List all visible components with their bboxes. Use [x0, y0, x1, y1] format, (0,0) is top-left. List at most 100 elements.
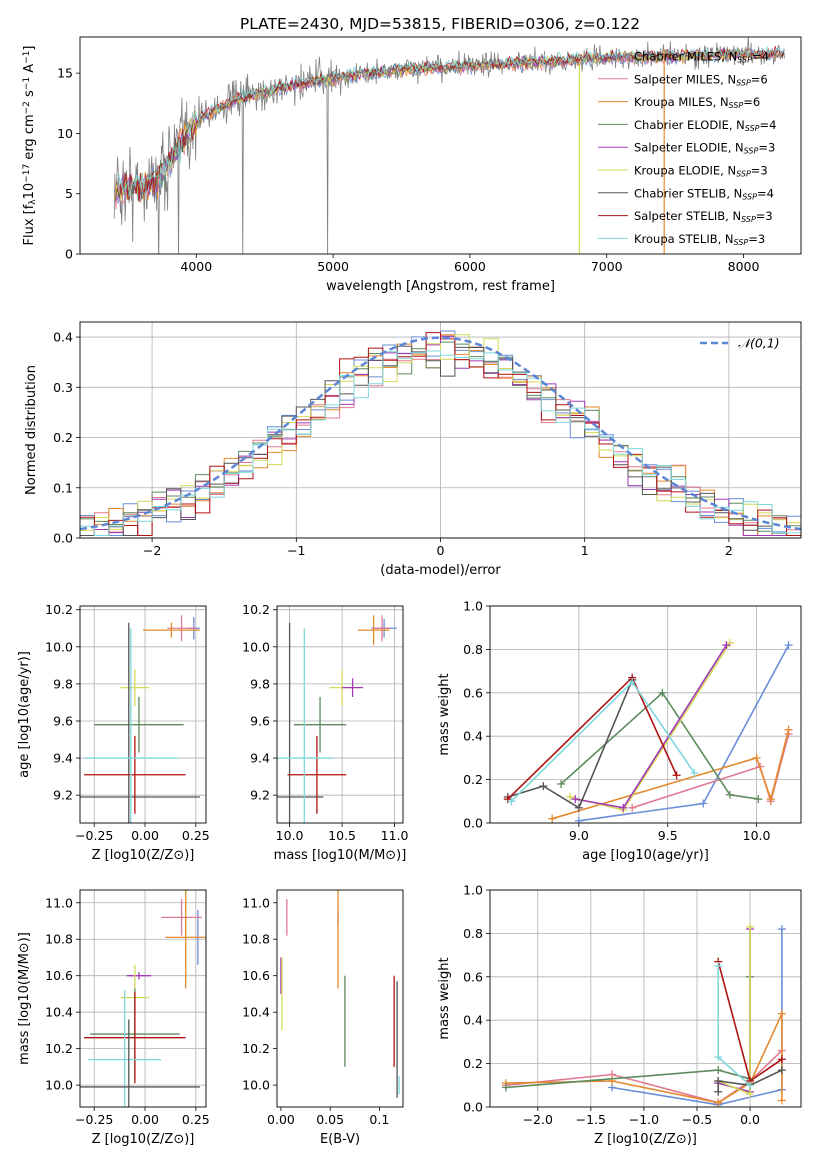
- series-point: [565, 792, 574, 801]
- axes-frame: [79, 321, 802, 539]
- series-point: [619, 803, 628, 812]
- x-tick-label: 0.00: [131, 1112, 159, 1127]
- y-axis-label: Flux [fλ10−17 erg cm−2 s−1 A−1]: [22, 46, 38, 246]
- y-tick-label: 0.8: [463, 642, 483, 657]
- series-line: [505, 1013, 783, 1104]
- x-axis-label: Z [log10(Z/Z⊙)]: [92, 1132, 195, 1147]
- errorbar-point: [373, 615, 391, 642]
- x-axis-label: age [log10(age/yr)]: [582, 848, 709, 863]
- y-tick-label: 10.0: [45, 639, 73, 654]
- ebv-panel: 0.00 0.05 0.1 10.0 10.2 10.4 10.6 10.8 11.0 E(B-V…: [242, 889, 404, 1147]
- series-line: [560, 691, 759, 800]
- histogram-kroupa-stelib: [80, 350, 801, 536]
- series-point: [725, 790, 734, 799]
- series-point: [777, 925, 786, 934]
- series-point: [777, 1009, 786, 1018]
- errorbar-point: [357, 615, 390, 645]
- y-axis-label: Normed distribution: [24, 365, 39, 495]
- y-axis-label: mass [log10(M/M⊙)]: [17, 932, 32, 1065]
- errorbar-point: [88, 990, 162, 1107]
- x-tick-label: 4000: [180, 259, 212, 274]
- errorbar-point: [120, 669, 150, 707]
- x-tick-label: −1.5: [576, 1112, 606, 1127]
- series-point: [714, 1053, 723, 1062]
- y-tick-label: 10.6: [242, 968, 270, 983]
- weight-vs-Z-panel: −2.0 −1.5 −1.0 −0.5 0.0 0.0 0.2 0.4 0.6 0.8 1.0 Z […: [437, 883, 802, 1147]
- y-tick-label: 10.8: [45, 932, 73, 947]
- x-tick-label: 0.25: [182, 1112, 210, 1127]
- y-tick-label: 9.4: [53, 751, 73, 766]
- errorbar-point: [143, 622, 200, 638]
- series-group: [501, 922, 786, 1107]
- x-tick-label: 8000: [728, 259, 760, 274]
- series-line: [569, 642, 731, 811]
- x-tick-label: 0.1: [369, 1112, 389, 1127]
- series-point: [777, 1066, 786, 1075]
- residuals-panel: −2 −1 0 1 2 0.0 0.1 0.2 0.3 0.4 (data-model)/error…: [24, 321, 802, 578]
- y-tick-label: 9.8: [53, 676, 73, 691]
- y-tick-label: 9.2: [250, 788, 270, 803]
- series-point: [752, 753, 761, 762]
- series-point: [557, 779, 566, 788]
- y-tick-label: 0.0: [463, 1100, 483, 1115]
- x-tick-label: 0: [437, 543, 445, 558]
- series-point: [539, 782, 548, 791]
- axes-frame: [276, 605, 404, 824]
- series-point: [777, 1055, 786, 1064]
- x-tick-label: 10.0: [276, 828, 304, 843]
- errorbar-point: [161, 899, 202, 936]
- legend-label: 𝒩(0,1): [738, 336, 780, 351]
- errorbar-point: [277, 622, 324, 823]
- y-tick-label: 0.1: [53, 480, 73, 495]
- legend-label: Chabrier ELODIE, NSSP=4: [634, 118, 776, 133]
- spectrum-data-group: [113, 37, 785, 254]
- series-line: [717, 926, 751, 1096]
- y-tick-label: 9.8: [250, 676, 270, 691]
- observed-spectrum-line: [113, 37, 785, 254]
- series-point: [714, 1098, 723, 1107]
- series-point: [690, 769, 699, 778]
- series-line: [507, 679, 633, 809]
- model-spectrum-kroupa-stelib: [117, 46, 785, 196]
- y-tick-label: 10.0: [45, 1078, 73, 1093]
- spectrum-panel: 4000 5000 6000 7000 8000 0 5 10 15 wavelength [An…: [22, 36, 802, 294]
- x-axis-label: mass [log10(M/M⊙)]: [274, 848, 407, 863]
- x-tick-label: 1: [581, 543, 589, 558]
- series-point: [714, 961, 723, 970]
- normal-curve: [80, 336, 801, 531]
- legend-label: Kroupa MILES, NSSP=6: [634, 95, 760, 110]
- errorbar-point: [287, 735, 347, 814]
- axes-frame: [276, 889, 404, 1108]
- age-vs-Z-panel: −0.25 0.00 0.25 9.2 9.4 9.6 9.8 10.0 10.2 Z [log1…: [17, 602, 210, 863]
- y-tick-label: 0.2: [463, 772, 483, 787]
- series-point: [754, 795, 763, 804]
- axes-frame: [79, 605, 207, 824]
- y-tick-label: 10.4: [242, 1005, 270, 1020]
- y-tick-label: 0.6: [463, 685, 483, 700]
- y-tick-label: 0.0: [463, 816, 483, 831]
- y-tick-label: 9.2: [53, 788, 73, 803]
- errorbar-point: [84, 735, 186, 814]
- legend-label: Salpeter MILES, NSSP=6: [634, 72, 768, 87]
- x-tick-label: 10.5: [328, 828, 356, 843]
- x-axis-label: Z [log10(Z/Z⊙)]: [594, 1132, 697, 1147]
- y-tick-label: 0.6: [463, 969, 483, 984]
- series-point: [722, 641, 731, 650]
- y-tick-label: 10.2: [242, 602, 270, 617]
- errorbar-point: [84, 992, 186, 1084]
- series-group: [503, 638, 793, 823]
- y-tick-label: 0.4: [53, 330, 73, 345]
- series-point: [784, 641, 793, 650]
- x-tick-label: −0.25: [75, 828, 113, 843]
- errorbar-group: [80, 890, 206, 1107]
- y-axis-label: mass weight: [437, 673, 452, 755]
- y-tick-label: 0.4: [463, 729, 483, 744]
- series-point: [766, 795, 775, 804]
- x-tick-label: 0.00: [131, 828, 159, 843]
- y-tick-label: 15: [57, 66, 73, 81]
- errorbar-point: [80, 1019, 200, 1107]
- axes-frame: [489, 605, 802, 824]
- age-vs-mass-panel: 10.0 10.5 11.0 9.2 9.4 9.6 9.8 10.0 10.2 mass [lo…: [242, 602, 408, 863]
- series-point: [658, 688, 667, 697]
